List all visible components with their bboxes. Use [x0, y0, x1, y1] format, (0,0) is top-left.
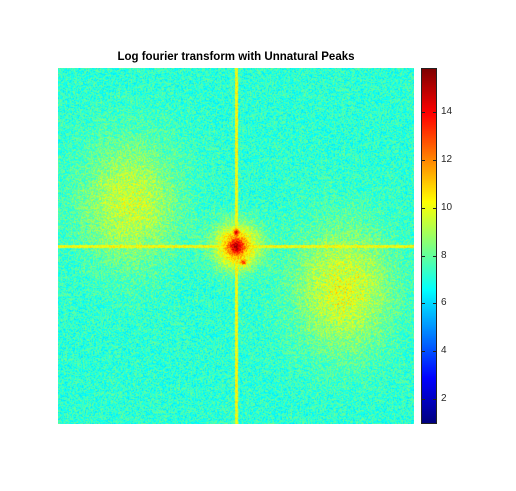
colorbar-tick-mark	[422, 256, 425, 257]
colorbar-tick-mark	[433, 160, 436, 161]
colorbar	[421, 68, 437, 424]
colorbar-tick-label: 4	[441, 345, 447, 357]
colorbar-tick-label: 10	[441, 201, 453, 213]
colorbar-tick-mark	[422, 399, 425, 400]
colorbar-tick-mark	[422, 351, 425, 352]
colorbar-tick-mark	[433, 256, 436, 257]
colorbar-tick-mark	[422, 303, 425, 304]
colorbar-tick-label: 2	[441, 393, 447, 405]
colorbar-gradient	[422, 69, 436, 423]
colorbar-tick-label: 14	[441, 106, 453, 118]
colorbar-tick-mark	[422, 208, 425, 209]
heatmap-plot-area	[58, 68, 414, 424]
heatmap-image	[58, 68, 414, 424]
colorbar-tick-mark	[422, 160, 425, 161]
colorbar-tick-label: 12	[441, 153, 453, 165]
colorbar-tick-mark	[433, 112, 436, 113]
colorbar-tick-mark	[433, 208, 436, 209]
colorbar-tick-mark	[422, 112, 425, 113]
colorbar-tick-mark	[433, 351, 436, 352]
colorbar-tick-label: 8	[441, 249, 447, 261]
colorbar-tick-mark	[433, 399, 436, 400]
colorbar-tick-mark	[433, 303, 436, 304]
chart-title: Log fourier transform with Unnatural Pea…	[117, 51, 355, 63]
colorbar-tick-label: 6	[441, 297, 447, 309]
